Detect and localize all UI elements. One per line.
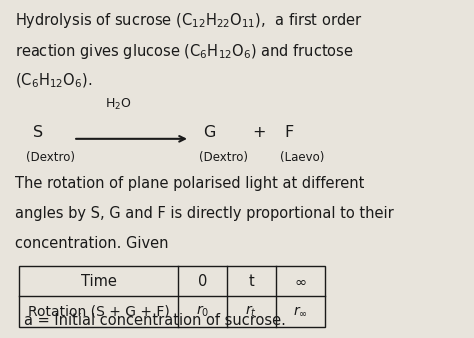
Text: reaction gives glucose ($\mathregular{C_6H_{12}O_6}$) and fructose: reaction gives glucose ($\mathregular{C_…: [15, 42, 354, 61]
Text: 0: 0: [198, 274, 207, 289]
Text: $r_t$: $r_t$: [246, 304, 257, 319]
Text: concentration. Given: concentration. Given: [15, 236, 168, 251]
Text: (Dextro): (Dextro): [199, 150, 248, 164]
Text: t: t: [248, 274, 254, 289]
Text: F: F: [284, 125, 293, 140]
Text: +: +: [253, 125, 266, 140]
Text: Rotation (S + G + F): Rotation (S + G + F): [28, 305, 170, 318]
Text: The rotation of plane polarised light at different: The rotation of plane polarised light at…: [15, 176, 364, 191]
Text: $\mathregular{H_2O}$: $\mathregular{H_2O}$: [105, 97, 131, 112]
Text: (Laevo): (Laevo): [280, 150, 324, 164]
Text: S: S: [33, 125, 43, 140]
Text: $r_0$: $r_0$: [196, 304, 209, 319]
Text: Time: Time: [81, 274, 117, 289]
Text: $r_\infty$: $r_\infty$: [293, 305, 308, 318]
Text: Hydrolysis of sucrose ($\mathregular{C_{12}H_{22}O_{11}}$),  a first order: Hydrolysis of sucrose ($\mathregular{C_{…: [15, 11, 363, 30]
Text: (Dextro): (Dextro): [26, 150, 75, 164]
Text: $\infty$: $\infty$: [294, 274, 306, 289]
Text: angles by S, G and F is directly proportional to their: angles by S, G and F is directly proport…: [15, 206, 393, 221]
Text: a = Initial concentration of sucrose.: a = Initial concentration of sucrose.: [24, 313, 286, 328]
Text: G: G: [203, 125, 216, 140]
Text: $\mathregular{(C_6H_{12}O_6)}$.: $\mathregular{(C_6H_{12}O_6)}$.: [15, 72, 92, 90]
